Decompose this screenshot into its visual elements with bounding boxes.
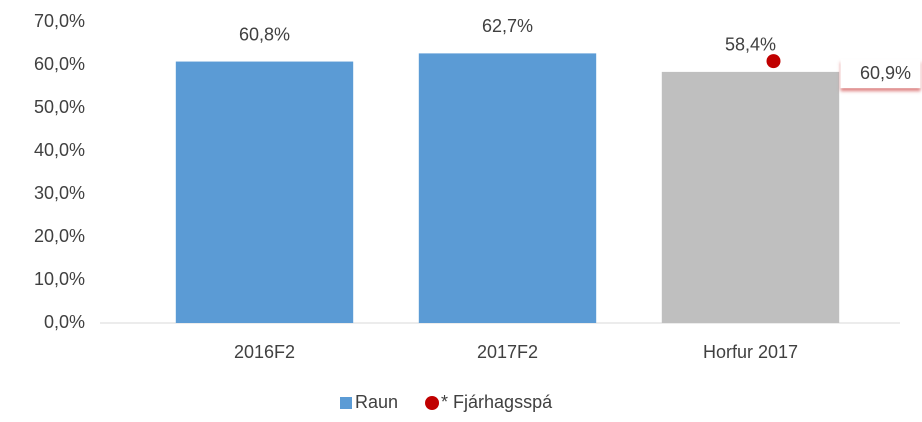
y-tick-label: 60,0%	[34, 54, 85, 74]
marker	[766, 54, 781, 69]
y-tick-label: 70,0%	[34, 11, 85, 31]
y-tick-label: 40,0%	[34, 140, 85, 160]
legend-swatch	[425, 396, 440, 410]
y-tick-label: 30,0%	[34, 183, 85, 203]
bar	[175, 61, 354, 324]
y-tick-label: 50,0%	[34, 97, 85, 117]
y-tick-label: 10,0%	[34, 269, 85, 289]
x-tick-label: 2017F2	[477, 342, 538, 362]
legend-swatch	[340, 397, 352, 409]
y-tick-label: 20,0%	[34, 226, 85, 246]
x-tick-label: Horfur 2017	[703, 342, 798, 362]
bar	[418, 53, 597, 323]
legend-label: Raun	[355, 392, 398, 412]
y-tick-label: 0,0%	[44, 312, 85, 332]
data-label: 62,7%	[482, 16, 533, 36]
legend-label: * Fjárhagsspá	[441, 392, 553, 412]
bar	[661, 71, 840, 323]
data-label: 60,8%	[239, 24, 290, 44]
data-label: 58,4%	[725, 35, 776, 55]
label-box	[840, 59, 921, 89]
data-label: 60,9%	[860, 63, 911, 83]
x-tick-label: 2016F2	[234, 342, 295, 362]
